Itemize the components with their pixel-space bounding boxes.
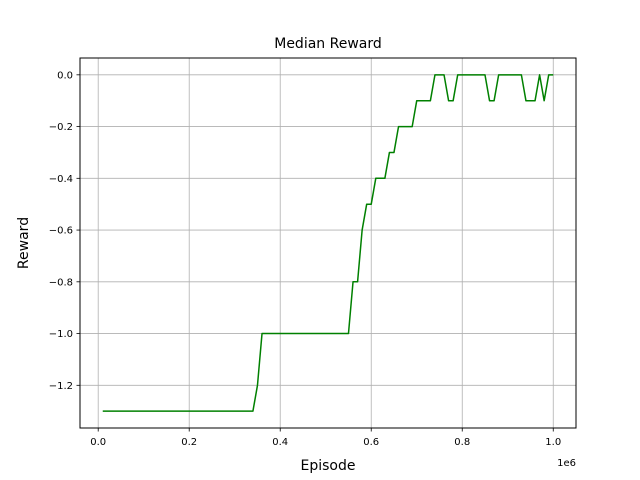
x-tick-label: 0.2: [181, 437, 197, 448]
x-axis-ticks: 0.0 0.2 0.4 0.6 0.8 1.0: [90, 428, 561, 448]
y-axis-ticks: 0.0 −0.2 −0.4 −0.6 −0.8 −1.0 −1.2: [49, 70, 80, 392]
y-tick-label: −0.6: [49, 226, 73, 237]
chart-title: Median Reward: [274, 36, 382, 52]
x-axis-offset-label: 1e6: [557, 458, 576, 469]
x-tick-label: 0.0: [90, 437, 106, 448]
y-tick-label: 0.0: [57, 70, 73, 81]
x-tick-label: 0.8: [454, 437, 470, 448]
plot-area-frame: [79, 57, 577, 429]
y-tick-label: −0.8: [49, 277, 73, 288]
grid-lines: [80, 58, 576, 428]
x-tick-label: 0.4: [272, 437, 288, 448]
y-axis-label: Reward: [16, 217, 32, 269]
x-tick-label: 1.0: [545, 437, 561, 448]
series-layer: [102, 74, 554, 412]
y-tick-label: −0.2: [49, 122, 73, 133]
y-tick-label: −1.2: [49, 381, 73, 392]
y-tick-label: −1.0: [49, 329, 73, 340]
y-tick-label: −0.4: [49, 174, 73, 185]
x-axis-label: Episode: [301, 458, 356, 474]
x-tick-label: 0.6: [363, 437, 379, 448]
series-line: [102, 74, 554, 412]
